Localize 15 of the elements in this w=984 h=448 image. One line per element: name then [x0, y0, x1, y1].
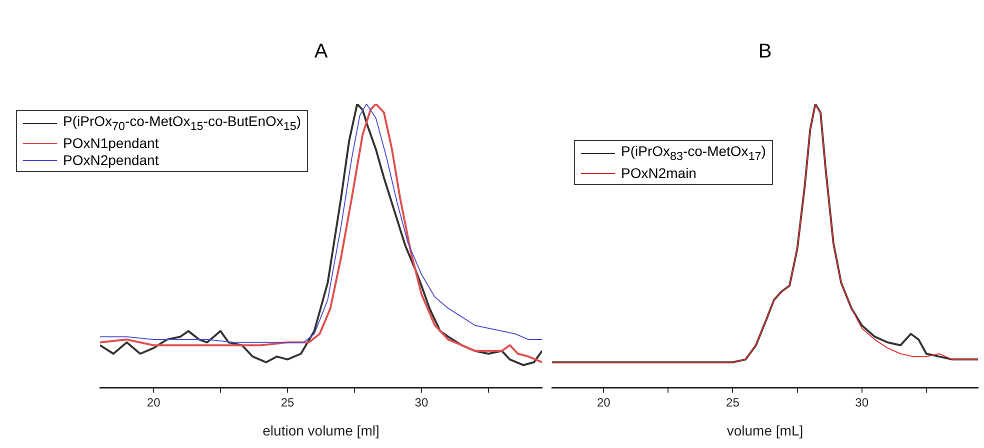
legend-label: POxN1pendant: [63, 134, 159, 152]
legend-label: POxN2main: [621, 164, 696, 182]
x-tick-label: 25: [280, 395, 295, 410]
legend-label: P(iPrOx$_{70}$-co-MetOx$_{15}$-co-ButEnOx$_{15}$): [63, 113, 302, 135]
x-tick-label: 20: [596, 395, 611, 410]
x-tick-label: 30: [414, 395, 428, 410]
x-axis-title: volume [mL]: [726, 422, 804, 438]
legend-label: POxN2pendant: [63, 152, 159, 169]
chart-title: B: [758, 40, 772, 63]
x-tick-label: 20: [146, 395, 161, 410]
chart-title: A: [314, 40, 328, 63]
x-axis-title: elution volume [ml]: [262, 422, 380, 438]
legend-label: P(iPrOx$_{83}$-co-MetOx$_{17}$): [621, 143, 766, 165]
x-tick-label: 30: [855, 395, 869, 410]
x-tick-label: 25: [726, 395, 740, 410]
